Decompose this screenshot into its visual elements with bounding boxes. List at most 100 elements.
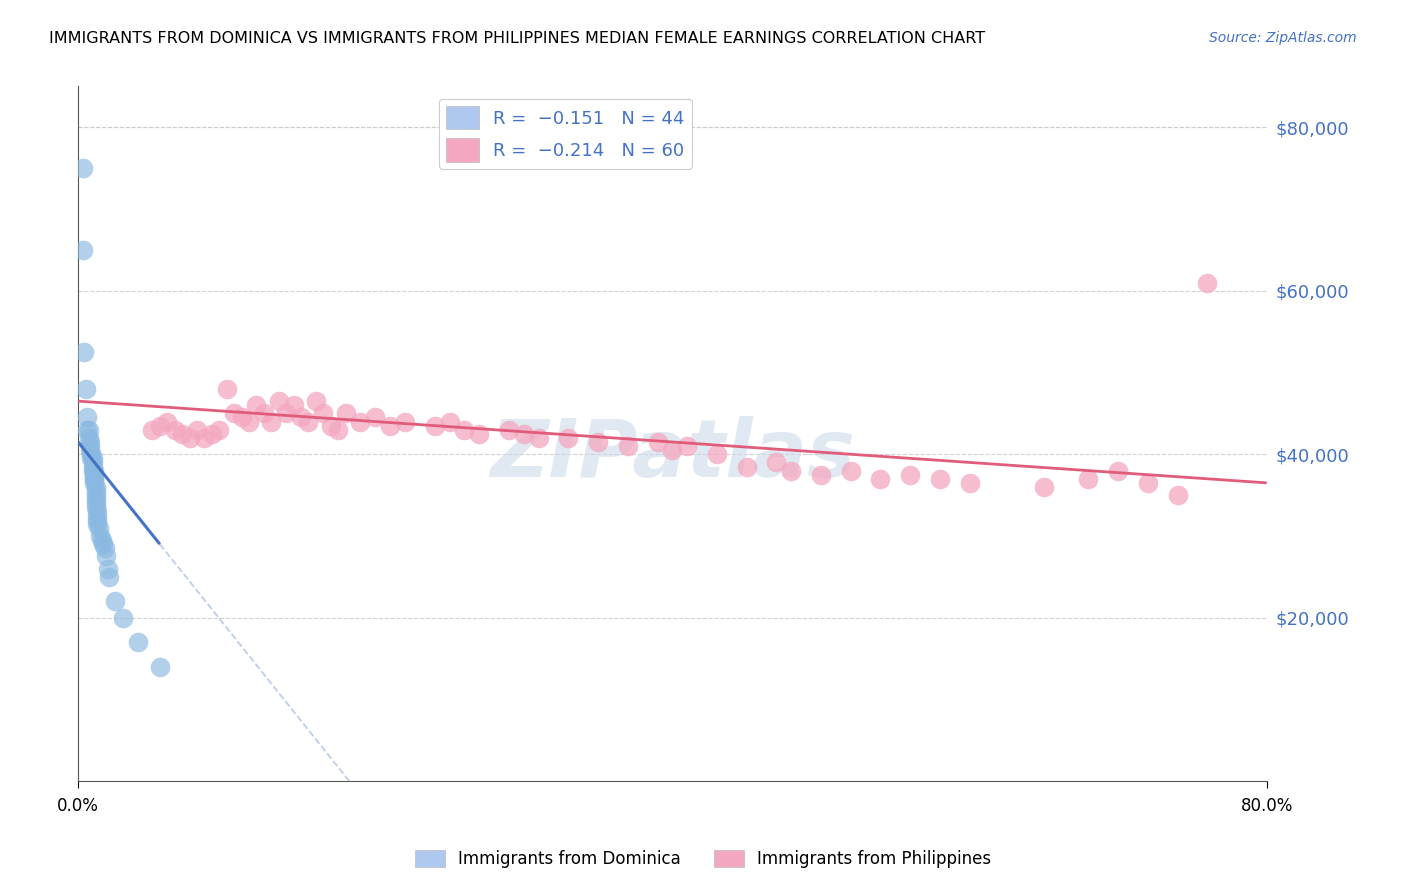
Point <box>84 488 107 502</box>
Point <box>86 508 108 523</box>
Point <box>149 418 172 433</box>
Point <box>1167 488 1189 502</box>
Point <box>193 431 215 445</box>
Point <box>201 426 224 441</box>
Legend: Immigrants from Dominica, Immigrants from Philippines: Immigrants from Dominica, Immigrants fro… <box>408 843 998 875</box>
Point <box>898 467 921 482</box>
Point <box>208 423 231 437</box>
Point <box>423 418 446 433</box>
Point <box>224 406 246 420</box>
Text: Source: ZipAtlas.com: Source: ZipAtlas.com <box>1209 31 1357 45</box>
Point <box>83 472 105 486</box>
Point <box>312 406 335 420</box>
Point <box>1077 472 1099 486</box>
Point <box>149 660 172 674</box>
Point <box>335 406 357 420</box>
Point <box>260 415 283 429</box>
Point <box>297 415 319 429</box>
Point <box>267 394 290 409</box>
Point <box>647 435 669 450</box>
Point <box>305 394 328 409</box>
Point <box>82 455 104 469</box>
Point <box>928 472 950 486</box>
Point <box>141 423 163 437</box>
Point <box>86 504 108 518</box>
Point <box>290 410 312 425</box>
Point <box>364 410 387 425</box>
Point <box>94 541 117 556</box>
Point <box>253 406 276 420</box>
Point <box>72 161 94 175</box>
Point <box>84 500 107 515</box>
Point <box>111 611 134 625</box>
Point <box>765 455 787 469</box>
Point <box>93 537 115 551</box>
Point <box>959 475 981 490</box>
Point <box>82 451 104 466</box>
Point <box>83 472 105 486</box>
Point <box>186 423 208 437</box>
Point <box>89 529 111 543</box>
Point <box>83 467 105 482</box>
Point <box>80 451 103 466</box>
Point <box>86 513 108 527</box>
Point <box>163 423 186 437</box>
Point <box>735 459 758 474</box>
Text: ZIPatlas: ZIPatlas <box>489 416 855 493</box>
Point <box>84 492 107 507</box>
Point <box>1107 464 1129 478</box>
Point <box>76 410 98 425</box>
Point <box>238 415 260 429</box>
Point <box>498 423 520 437</box>
Point <box>84 496 107 510</box>
Point <box>77 431 100 445</box>
Point <box>79 439 101 453</box>
Point <box>1136 475 1159 490</box>
Point <box>77 423 100 437</box>
Point <box>557 431 579 445</box>
Point <box>319 418 342 433</box>
Point <box>90 533 112 547</box>
Point <box>76 423 98 437</box>
Point <box>98 570 121 584</box>
Point <box>378 418 401 433</box>
Point <box>156 415 179 429</box>
Point <box>86 516 108 531</box>
Point <box>84 484 107 499</box>
Point <box>83 464 105 478</box>
Point <box>83 475 105 490</box>
Point <box>276 406 298 420</box>
Point <box>97 562 120 576</box>
Point <box>676 439 699 453</box>
Point <box>1197 276 1219 290</box>
Point <box>172 426 194 441</box>
Point <box>215 382 238 396</box>
Point <box>73 345 96 359</box>
Point <box>349 415 371 429</box>
Point <box>439 415 461 429</box>
Point <box>84 480 107 494</box>
Point <box>283 398 305 412</box>
Point <box>1032 480 1054 494</box>
Point <box>810 467 832 482</box>
Point <box>79 443 101 458</box>
Point <box>87 521 110 535</box>
Text: IMMIGRANTS FROM DOMINICA VS IMMIGRANTS FROM PHILIPPINES MEDIAN FEMALE EARNINGS C: IMMIGRANTS FROM DOMINICA VS IMMIGRANTS F… <box>49 31 986 46</box>
Point <box>780 464 803 478</box>
Point <box>72 243 94 257</box>
Point <box>82 464 104 478</box>
Point <box>75 382 97 396</box>
Point <box>231 410 253 425</box>
Point <box>96 549 118 564</box>
Point <box>513 426 536 441</box>
Point <box>869 472 891 486</box>
Point <box>80 447 103 461</box>
Point <box>179 431 201 445</box>
Point <box>82 459 104 474</box>
Point <box>104 594 127 608</box>
Point <box>661 443 683 458</box>
Point <box>394 415 416 429</box>
Point <box>586 435 609 450</box>
Legend: R =  −0.151   N = 44, R =  −0.214   N = 60: R = −0.151 N = 44, R = −0.214 N = 60 <box>439 99 692 169</box>
Point <box>839 464 862 478</box>
